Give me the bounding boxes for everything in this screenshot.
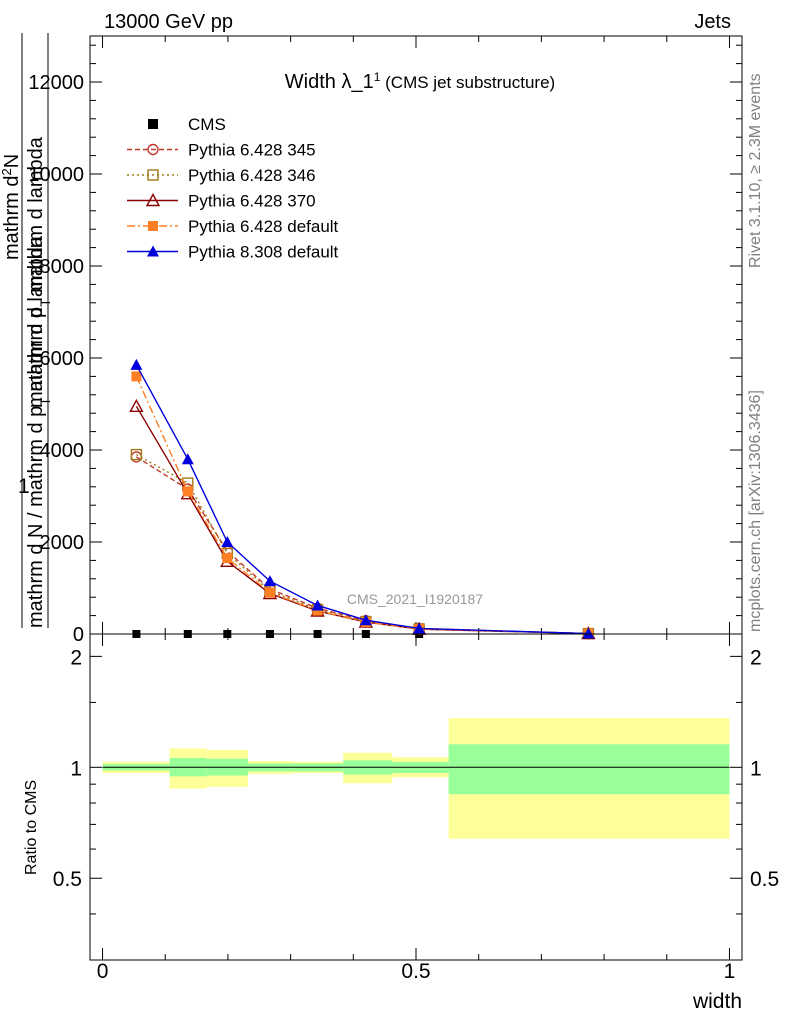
legend-marker [148,119,158,129]
data-point [312,605,323,616]
ratio-ytick-label: 2 [70,646,82,669]
data-point [311,599,324,611]
main-ytick-label: 2000 [40,532,85,554]
ratio-ytick-label-right: 2 [750,646,762,669]
xtick-label: 0.5 [401,960,430,983]
mcplots-label: mcplots.cern.ch [arXiv:1306.3436] [747,390,764,632]
ratio-ytick-label: 0.5 [53,868,82,891]
data-point [359,614,372,626]
data-point [130,358,143,370]
header-process: Jets [694,11,731,33]
legend-label: Pythia 6.428 346 [188,166,316,185]
analysis-watermark: CMS_2021_I1920187 [347,591,483,607]
data-point [413,622,426,634]
data-point [181,453,194,465]
data-point [264,587,275,598]
series-line [135,364,589,635]
legend-item: Pythia 6.428 346 [127,166,316,185]
xtick-label: 1 [724,960,736,983]
ylabel-dpT-dlambda: mathrm d pT mathrm d lambda [25,136,53,408]
data-point [182,486,193,497]
ratio-ylabel: Ratio to CMS [23,780,40,875]
main-ytick-label: 4000 [40,440,85,462]
series-line [136,456,589,635]
data-point [221,536,234,547]
legend-item: CMS [148,115,226,134]
legend-marker [147,143,159,156]
legend-label: CMS [188,115,226,134]
series-pythia-6-428-345 [130,451,595,640]
main-ylabel: 1 mathrm d N / mathrm d pT mathrm d lamb… [0,33,53,628]
data-point [129,398,144,412]
main-ytick-label: 6000 [40,348,85,370]
main-plot: 0 2000 4000 6000 8000 10000 12000 CMS_2021_I19… [28,35,743,646]
legend-label: Pythia 6.428 370 [188,192,316,211]
legend-marker [148,221,158,231]
legend-marker [145,193,161,207]
legend-marker [147,245,159,257]
header-energy: 13000 GeV pp [104,11,233,33]
legend-label: Pythia 6.428 default [188,217,339,236]
rivet-version-label: Rivet 3.1.10, ≥ 2.3M events [747,73,764,268]
data-point [131,371,142,382]
ratio-ytick-label-right: 1 [750,757,762,780]
xtick-label: 0 [97,960,109,983]
ratio-plot-frame [89,633,743,961]
ylabel-d2N: mathrm d2N [0,154,23,260]
ylabel-dN-dpT: mathrm d N / mathrm d pT mathrm d lambda [25,235,53,628]
legend: CMS Pythia 6.428 345 Pythia 6.428 346 Pythi… [127,115,339,262]
legend-marker [147,169,159,181]
series-pythia-6-428-346 [130,448,595,640]
data-point [582,627,595,639]
main-ytick-label: 10000 [28,164,84,186]
series-pythia-8-308-default [130,358,595,639]
main-y-ticks: 0 2000 4000 6000 8000 10000 12000 [28,36,742,646]
ratio-bands [102,718,730,839]
ratio-stat-band [448,744,730,795]
main-ytick-label: 12000 [28,72,84,94]
legend-label: Pythia 8.308 default [188,243,339,262]
ratio-ytick-label: 1 [70,757,82,780]
main-ytick-label: 0 [73,624,84,646]
legend-label: Pythia 6.428 345 [188,141,316,160]
data-point [130,448,143,461]
main-ytick-label: 8000 [40,256,85,278]
ratio-ticks: 0.5 0.5 1 1 2 2 0 0.5 1 [53,634,779,983]
legend-item: Pythia 6.428 default [127,217,339,236]
ratio-ytick-label-right: 0.5 [750,868,779,891]
legend-item: Pythia 6.428 370 [127,192,316,211]
x-axis-label: width [692,990,742,1013]
legend-item: Pythia 6.428 345 [127,141,316,160]
ylabel-one: 1 [18,475,30,498]
ratio-plot: 0.5 0.5 1 1 2 2 0 0.5 1 Ratio to CMS width [23,633,779,1013]
data-point [263,575,276,587]
data-point [222,553,233,564]
plot-title: Width λ_11 (CMS jet substructure) [285,70,555,93]
legend-item: Pythia 8.308 default [127,243,339,262]
